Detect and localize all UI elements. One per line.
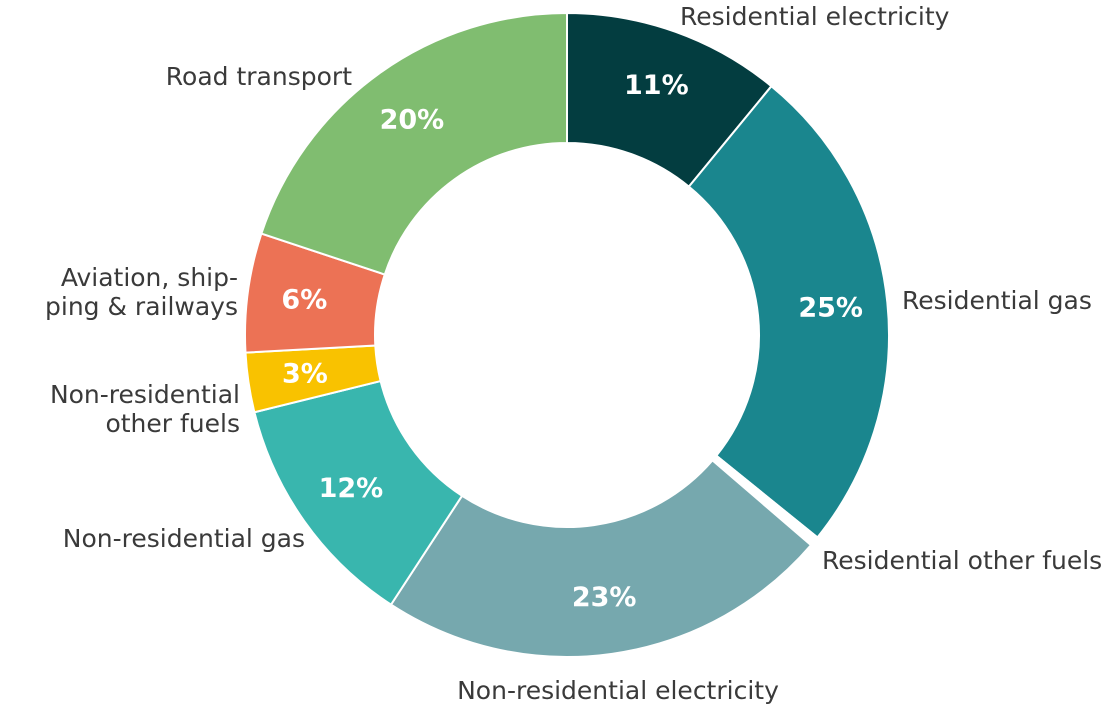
category-label-residential-electricity: Residential electricity bbox=[680, 2, 950, 31]
slice-road-transport bbox=[260, 11, 568, 276]
category-label-aviation-ship-ping-railways: Aviation, ship-ping & railways bbox=[45, 263, 238, 321]
slice-residential-gas bbox=[687, 84, 890, 539]
percentage-labels: 11% 25% 23% 12% 3% 6% 20% bbox=[281, 70, 863, 613]
category-label-residential-other-fuels: Residential other fuels bbox=[822, 546, 1102, 575]
pct-label-residential-electricity: 11% bbox=[624, 70, 689, 101]
pct-label-non-residential-gas: 12% bbox=[319, 473, 384, 504]
pct-label-non-residential-electricity: 23% bbox=[572, 582, 637, 613]
category-label-road-transport: Road transport bbox=[166, 62, 352, 91]
slice-non-residential-electricity bbox=[389, 458, 813, 658]
pct-label-non-residential-other-fuels: 3% bbox=[282, 359, 328, 390]
pct-label-road-transport: 20% bbox=[380, 105, 445, 136]
donut-slices bbox=[244, 11, 890, 658]
pct-label-residential-gas: 25% bbox=[798, 293, 863, 324]
category-label-non-residential-gas: Non-residential gas bbox=[63, 524, 305, 553]
category-label-non-residential-other-fuels: Non-residential other fuels bbox=[50, 380, 240, 438]
category-label-residential-gas: Residential gas bbox=[902, 286, 1092, 315]
pct-label-aviation-ship-ping-railways: 6% bbox=[281, 284, 327, 315]
category-label-non-residential-electricity: Non-residential electricity bbox=[457, 676, 779, 705]
category-labels: Residential electricity Residential gas Re… bbox=[45, 2, 1102, 705]
